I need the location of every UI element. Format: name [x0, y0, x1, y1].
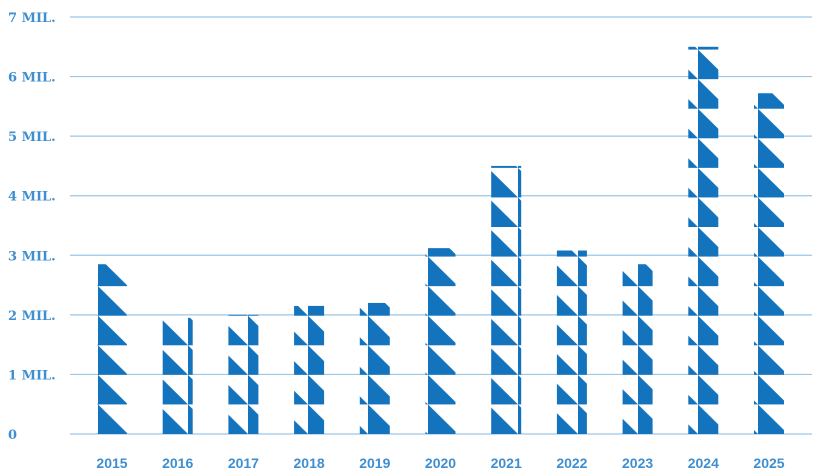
- x-tick-label-2019: 2019: [359, 455, 390, 470]
- y-tick-label: 7 MIL.: [8, 11, 56, 26]
- bar-fill-2017: [228, 314, 259, 434]
- bar-2021: [491, 165, 522, 434]
- y-tick-label: 0: [8, 428, 17, 443]
- y-axis-ticks: 0 1 MIL. 2 MIL. 3 MIL. 4 MIL. 5 MIL. 6 MIL. 7 M…: [8, 11, 56, 443]
- x-tick-label-2018: 2018: [294, 455, 325, 470]
- x-tick-label-2020: 2020: [425, 455, 456, 470]
- bar-2024: [688, 46, 719, 435]
- bar-fill-2015: [97, 264, 127, 434]
- x-tick-label-2024: 2024: [688, 455, 719, 470]
- bar-fill-2024: [688, 46, 719, 435]
- bar-fill-2016: [162, 317, 193, 434]
- bars: [97, 46, 784, 435]
- x-tick-label-2025: 2025: [753, 455, 784, 470]
- x-axis-ticks: 2015 2016 2017 2018 2019 2020 2021 2022 2023 2024…: [96, 455, 784, 470]
- y-tick-label: 5 MIL.: [8, 130, 56, 145]
- y-tick-label: 4 MIL.: [8, 190, 56, 205]
- y-tick-label: 1 MIL.: [8, 368, 56, 383]
- bar-2022: [556, 250, 587, 434]
- y-tick-label: 3 MIL.: [8, 249, 56, 264]
- bar-fill-2021: [491, 165, 522, 434]
- y-tick-label: 6 MIL.: [8, 71, 56, 86]
- y-tick-label: 2 MIL.: [8, 309, 56, 324]
- bar-fill-2022: [556, 250, 587, 434]
- bar-2020: [425, 248, 456, 434]
- x-tick-label-2016: 2016: [162, 455, 193, 470]
- bar-2015: [97, 264, 127, 434]
- bar-fill-2025: [754, 93, 784, 434]
- x-tick-label-2022: 2022: [556, 455, 587, 470]
- bar-2025: [754, 93, 784, 434]
- bar-2016: [162, 317, 193, 434]
- x-tick-label-2023: 2023: [622, 455, 653, 470]
- bar-fill-2023: [622, 264, 653, 434]
- bar-2023: [622, 264, 653, 434]
- x-tick-label-2021: 2021: [491, 455, 522, 470]
- bar-2017: [228, 314, 259, 434]
- x-tick-label-2015: 2015: [96, 455, 127, 470]
- bar-fill-2020: [425, 248, 456, 434]
- bar-2019: [359, 302, 390, 434]
- bar-2018: [294, 305, 325, 434]
- bar-fill-2019: [359, 302, 390, 434]
- x-tick-label-2017: 2017: [228, 455, 259, 470]
- bar-fill-2018: [294, 305, 325, 434]
